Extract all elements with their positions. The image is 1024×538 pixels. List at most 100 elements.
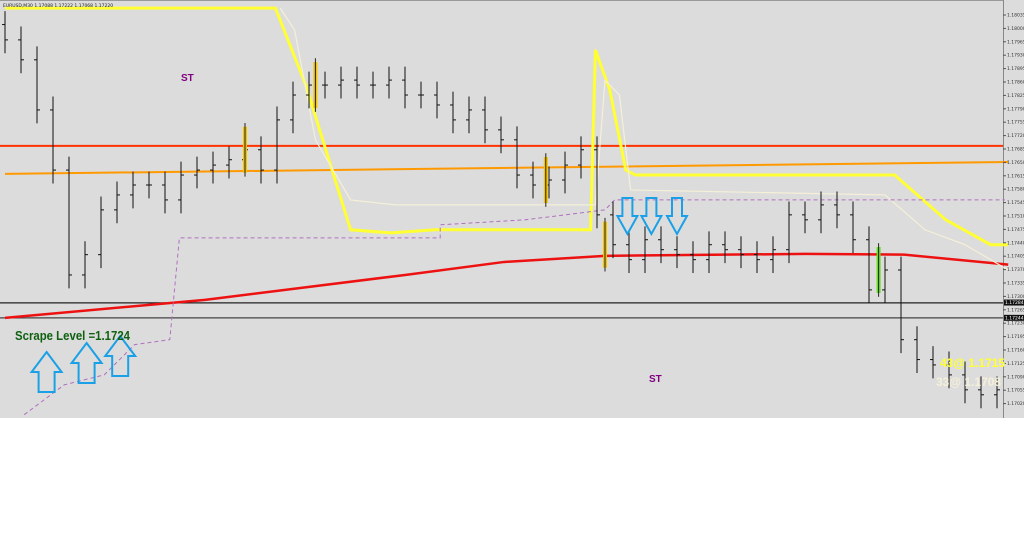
y-tick-label: 1.17370 (1007, 267, 1024, 273)
y-tick-label: 1.17265 (1007, 307, 1024, 313)
y-tick-label: 1.17965 (1007, 39, 1024, 45)
ohlc-bar (530, 161, 536, 199)
ohlc-bar (994, 376, 1000, 409)
y-tick-label: 1.17195 (1007, 334, 1024, 340)
ohlc-bar (418, 81, 424, 109)
ohlc-bar (706, 231, 712, 274)
axis-background (1003, 0, 1024, 418)
y-tick-label: 1.17300 (1007, 294, 1024, 300)
orange-level-line (4, 161, 1009, 175)
ohlc-bar (898, 256, 904, 354)
down-arrow-icon (615, 197, 640, 237)
ohlc-bar (322, 71, 328, 99)
ohlc-bar (674, 236, 680, 269)
y-tick-label: 1.17020 (1007, 401, 1024, 407)
ohlc-bar (786, 201, 792, 264)
ohlc-bar (946, 351, 952, 389)
y-tick-label: 1.17720 (1007, 133, 1024, 139)
ohlc-bar (66, 156, 72, 289)
y-tick-label: 1.17650 (1007, 160, 1024, 166)
ohlc-bar (834, 191, 840, 229)
ohlc-bar (290, 81, 296, 134)
y-tick-label: 1.17755 (1007, 120, 1024, 126)
ohlc-bar (386, 66, 392, 99)
ohlc-bar (514, 126, 520, 189)
ohlc-bar (306, 71, 312, 109)
ohlc-bar (722, 231, 728, 264)
red-ma-line (4, 252, 1009, 320)
ohlc-bar (626, 231, 632, 274)
y-tick-label: 1.17825 (1007, 93, 1024, 99)
y-tick-label: 1.17335 (1007, 281, 1024, 287)
ohlc-bar (658, 226, 664, 264)
ohlc-bar (850, 201, 856, 254)
st-label-top: ST (181, 73, 194, 84)
ohlc-bar (802, 201, 808, 234)
ohlc-bar (370, 71, 376, 99)
y-tick-label: 1.18035 (1007, 13, 1024, 19)
label-43: 43@ 1.1715 (940, 356, 1005, 370)
price-label: 1.17244 (1005, 315, 1024, 321)
y-tick-label: 1.17440 (1007, 240, 1024, 246)
ohlc-bar (866, 226, 872, 304)
ohlc-bar (498, 116, 504, 154)
ohlc-bar (962, 361, 968, 404)
ohlc-bar (98, 196, 104, 269)
yellow-band-line (5, 6, 1009, 247)
y-tick-label: 1.17405 (1007, 254, 1024, 260)
y-tick-label: 1.17230 (1007, 321, 1024, 327)
window-title: EURUSD,M30 1.17088 1.17222 1.17068 1.172… (3, 3, 113, 9)
ohlc-bar (594, 136, 600, 229)
ohlc-bar (690, 241, 696, 274)
ohlc-bar (562, 151, 568, 194)
scrape-level-label: Scrape Level =1.1724 (15, 328, 131, 343)
st-label-bottom: ST (649, 374, 662, 385)
ohlc-bar (194, 156, 200, 189)
y-tick-label: 1.17580 (1007, 187, 1024, 193)
ohlc-bar (818, 191, 824, 234)
up-arrow-icon (103, 334, 138, 377)
ohlc-bar (130, 171, 136, 209)
y-tick-label: 1.17055 (1007, 388, 1024, 394)
ohlc-bar (770, 236, 776, 274)
ohlc-bar (50, 96, 56, 184)
ohlc-bar (114, 181, 120, 224)
up-arrow-icon (29, 350, 64, 393)
y-tick-label: 1.17160 (1007, 348, 1024, 354)
cream-band-line (279, 7, 1009, 271)
ohlc-bar (258, 136, 264, 184)
ohlc-bar (738, 236, 744, 269)
ohlc-bar (338, 66, 344, 99)
ohlc-bar (210, 151, 216, 184)
ohlc-bar (450, 91, 456, 134)
ohlc-bar (754, 241, 760, 274)
ohlc-bar (162, 171, 168, 214)
ohlc-bar (402, 66, 408, 109)
ohlc-bar (466, 96, 472, 134)
ohlc-bar (578, 136, 584, 179)
y-tick-label: 1.17510 (1007, 214, 1024, 220)
ohlc-bar (34, 46, 40, 124)
ohlc-bar (978, 376, 984, 409)
ohlc-bar (914, 326, 920, 373)
ohlc-bar (610, 201, 616, 259)
y-tick-label: 1.17930 (1007, 53, 1024, 59)
y-tick-label: 1.18000 (1007, 26, 1024, 32)
ohlc-bar (178, 161, 184, 214)
y-tick-label: 1.17090 (1007, 374, 1024, 380)
ohlc-bar (226, 146, 232, 179)
ohlc-bar (18, 26, 24, 74)
ohlc-bar (930, 346, 936, 379)
down-arrow-icon (665, 197, 689, 237)
y-tick-label: 1.17685 (1007, 147, 1024, 153)
purple-dashed-line (23, 199, 1005, 416)
ohlc-bar (82, 241, 88, 289)
ohlc-bar (2, 11, 8, 54)
ohlc-bar (274, 106, 280, 184)
price-label-box (1004, 299, 1024, 306)
price-label-box (1004, 314, 1024, 321)
price-label: 1.17284 (1005, 300, 1024, 306)
ohlc-bar (146, 171, 152, 199)
y-tick-label: 1.17125 (1007, 361, 1024, 367)
